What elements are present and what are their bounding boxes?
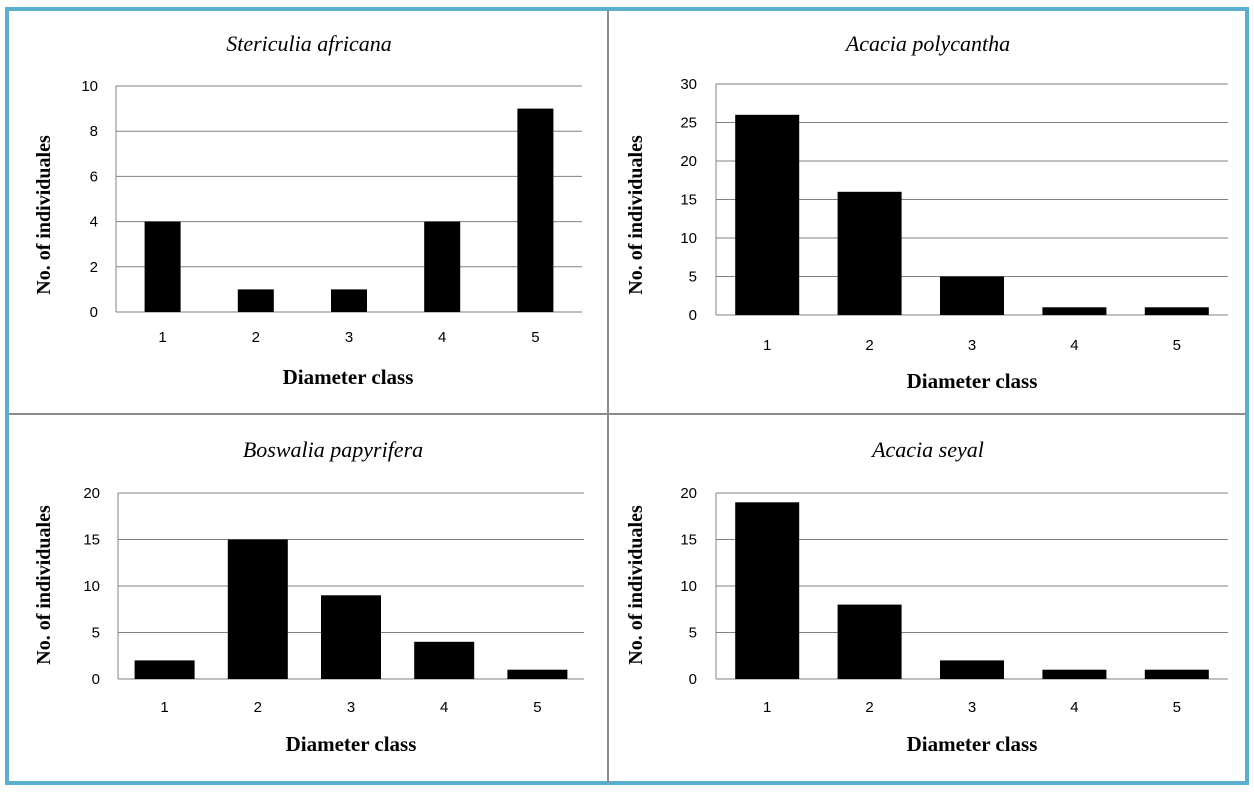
x-tick-label: 1 bbox=[158, 329, 166, 346]
chart-panel-acacia-seyal: Acacia seyal Diameter class No. of indiv… bbox=[625, 437, 1228, 756]
y-tick-label: 15 bbox=[680, 192, 697, 209]
y-axis-label: No. of individuales bbox=[33, 135, 55, 295]
bar-class-2 bbox=[227, 539, 288, 679]
x-tick-label: 1 bbox=[763, 337, 771, 354]
bar-class-4 bbox=[1042, 307, 1107, 315]
x-tick-label: 3 bbox=[968, 337, 976, 354]
y-tick-label: 10 bbox=[83, 578, 100, 595]
y-tick-label: 10 bbox=[680, 230, 697, 247]
bar-class-1 bbox=[735, 502, 800, 679]
y-tick-label: 20 bbox=[83, 485, 100, 502]
figure-border bbox=[5, 7, 1249, 785]
y-tick-label: 15 bbox=[680, 532, 697, 549]
bar-class-5 bbox=[1144, 307, 1209, 315]
y-tick-label: 0 bbox=[689, 671, 697, 688]
bar-class-1 bbox=[134, 660, 195, 679]
y-tick-label: 10 bbox=[680, 578, 697, 595]
x-tick-label: 3 bbox=[968, 699, 976, 716]
chart-title: Acacia seyal bbox=[870, 437, 984, 462]
x-tick-label: 5 bbox=[533, 699, 541, 716]
y-tick-label: 20 bbox=[680, 485, 697, 502]
x-tick-label: 5 bbox=[1173, 699, 1181, 716]
bar-class-2 bbox=[837, 604, 902, 679]
bar-class-5 bbox=[507, 669, 568, 679]
bar-class-2 bbox=[837, 191, 902, 315]
x-tick-label: 2 bbox=[254, 699, 262, 716]
y-tick-label: 5 bbox=[689, 269, 697, 286]
bar-class-5 bbox=[517, 108, 554, 312]
x-axis-label: Diameter class bbox=[283, 365, 414, 389]
bar-class-5 bbox=[1144, 669, 1209, 679]
y-tick-label: 5 bbox=[92, 625, 100, 642]
y-axis-label: No. of individuales bbox=[33, 505, 55, 665]
y-tick-label: 20 bbox=[680, 153, 697, 170]
x-axis-label: Diameter class bbox=[286, 732, 417, 756]
x-tick-label: 2 bbox=[865, 337, 873, 354]
y-tick-label: 15 bbox=[83, 532, 100, 549]
y-tick-label: 30 bbox=[680, 76, 697, 93]
y-tick-label: 10 bbox=[81, 78, 98, 95]
x-tick-label: 3 bbox=[345, 329, 353, 346]
x-tick-label: 4 bbox=[1070, 337, 1078, 354]
x-axis-label: Diameter class bbox=[907, 732, 1038, 756]
y-tick-label: 0 bbox=[90, 304, 98, 321]
bar-class-1 bbox=[144, 221, 181, 312]
chart-title: Stericulia africana bbox=[226, 31, 392, 56]
y-tick-label: 5 bbox=[689, 625, 697, 642]
bar-class-3 bbox=[940, 660, 1004, 679]
y-axis-label: No. of individuales bbox=[625, 505, 647, 665]
y-tick-label: 0 bbox=[689, 307, 697, 324]
x-tick-label: 1 bbox=[160, 699, 168, 716]
x-tick-label: 4 bbox=[440, 699, 448, 716]
bar-class-3 bbox=[940, 276, 1004, 315]
chart-title: Boswalia papyrifera bbox=[243, 437, 423, 462]
chart-title: Acacia polycantha bbox=[844, 31, 1010, 56]
bar-class-4 bbox=[414, 641, 475, 679]
y-tick-label: 6 bbox=[90, 168, 98, 185]
y-tick-label: 25 bbox=[680, 115, 697, 132]
x-tick-label: 5 bbox=[1173, 337, 1181, 354]
x-tick-label: 1 bbox=[763, 699, 771, 716]
x-axis-label: Diameter class bbox=[907, 369, 1038, 393]
x-tick-label: 3 bbox=[347, 699, 355, 716]
x-tick-label: 4 bbox=[438, 329, 446, 346]
bar-class-3 bbox=[331, 289, 367, 312]
bar-class-3 bbox=[321, 595, 381, 679]
x-tick-label: 2 bbox=[252, 329, 260, 346]
bar-class-4 bbox=[424, 221, 461, 312]
x-tick-label: 5 bbox=[531, 329, 539, 346]
chart-panel-acacia-polycantha: Acacia polycantha Diameter class No. of … bbox=[625, 31, 1228, 393]
y-axis-label: No. of individuales bbox=[625, 135, 647, 295]
chart-panel-boswalia-papyrifera: Boswalia papyrifera Diameter class No. o… bbox=[33, 437, 584, 756]
bar-class-1 bbox=[735, 114, 800, 315]
x-tick-label: 4 bbox=[1070, 699, 1078, 716]
x-tick-label: 2 bbox=[865, 699, 873, 716]
bar-class-4 bbox=[1042, 669, 1107, 679]
chart-panel-stericulia-africana: Stericulia africana Diameter class No. o… bbox=[33, 31, 582, 389]
y-tick-label: 4 bbox=[90, 214, 98, 231]
y-tick-label: 8 bbox=[90, 123, 98, 140]
y-tick-label: 2 bbox=[90, 259, 98, 276]
y-tick-label: 0 bbox=[92, 671, 100, 688]
bar-class-2 bbox=[237, 289, 274, 312]
